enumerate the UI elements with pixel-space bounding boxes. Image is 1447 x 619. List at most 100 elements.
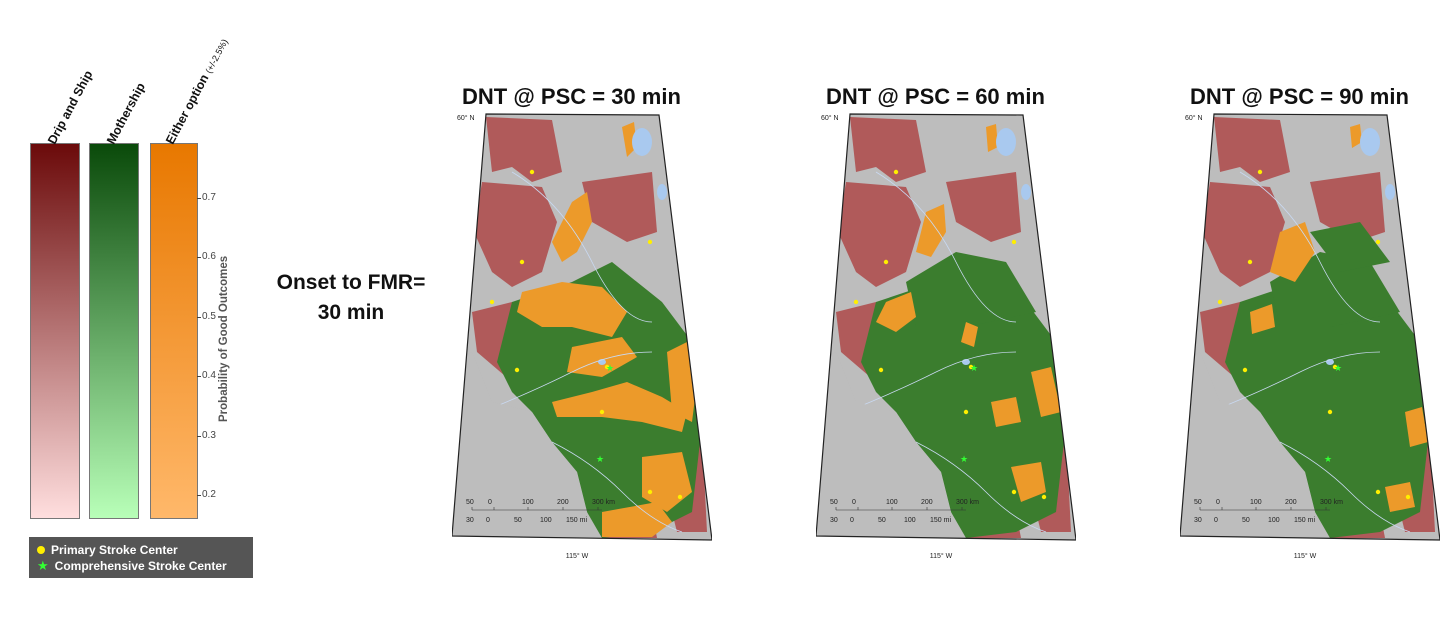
- no-data-area: [452, 352, 592, 540]
- either-option-region: [1350, 124, 1362, 148]
- map-title-60: DNT @ PSC = 60 min: [826, 84, 1045, 109]
- river: [1279, 441, 1411, 533]
- latitude-label: 60° N: [1185, 114, 1203, 122]
- river: [1239, 171, 1381, 323]
- drip-and-ship-region: [1310, 172, 1385, 242]
- primary-stroke-center-dot: [1217, 299, 1223, 305]
- either-option-colorbar: [150, 143, 198, 519]
- primary-stroke-center-dot: [1332, 364, 1338, 370]
- primary-stroke-center-dot: [878, 367, 884, 373]
- map-panel-60: ★ ★ 60° N 115° W 50 0 100 200 300 km 30 0 50 100 150 …: [815, 112, 1077, 572]
- river: [551, 441, 683, 533]
- river: [845, 351, 1017, 413]
- lake: [1360, 128, 1380, 156]
- lake: [678, 145, 690, 169]
- legend-comprehensive-row: ★ Comprehensive Stroke Center: [37, 559, 227, 573]
- scale-km-label: 50: [830, 499, 838, 506]
- scale-km-label: 300 km: [592, 499, 615, 506]
- lake: [1385, 184, 1395, 200]
- tick-label: 0.7: [202, 192, 216, 203]
- no-data-area: [1180, 352, 1320, 540]
- drip-and-ship-region: [582, 172, 657, 242]
- drip-and-ship-label: Drip and Ship: [45, 68, 96, 147]
- lake: [1042, 145, 1054, 169]
- river: [915, 441, 1047, 533]
- primary-stroke-center-dot: [1041, 494, 1047, 500]
- scale-mi-label: 150 mi: [1294, 517, 1315, 524]
- map-svg: ★ ★ 60° N 115° W 50 0 100 200 300 km 30 0 50 100 150 …: [815, 113, 1077, 560]
- primary-stroke-center-dot: [604, 364, 610, 370]
- either-option-region: [961, 322, 978, 347]
- primary-stroke-center-dot: [1011, 489, 1017, 495]
- primary-stroke-center-dot: [1375, 239, 1381, 245]
- tick-label: 0.4: [202, 370, 216, 381]
- primary-stroke-center-dot: [1375, 489, 1381, 495]
- drip-and-ship-region: [486, 117, 562, 182]
- lake: [657, 184, 667, 200]
- river: [481, 351, 653, 413]
- scale-mi-label: 0: [486, 517, 490, 524]
- longitude-label: 115° W: [1294, 552, 1317, 560]
- scale-km-label: 300 km: [1320, 499, 1343, 506]
- mothership-label: Mothership: [104, 80, 148, 147]
- scale-km-label: 50: [466, 499, 474, 506]
- either-option-region: [986, 124, 998, 152]
- primary-stroke-center-dot: [677, 494, 683, 500]
- comprehensive-stroke-center-star: ★: [1334, 363, 1342, 373]
- mothership-colorbar: [89, 143, 139, 519]
- drip-and-ship-region: [1202, 182, 1285, 287]
- map-title-30: DNT @ PSC = 30 min: [462, 84, 681, 109]
- yellow-dot-icon: [37, 546, 45, 554]
- legend-primary-row: Primary Stroke Center: [37, 543, 178, 557]
- marker-legend: Primary Stroke Center ★ Comprehensive St…: [29, 537, 253, 578]
- primary-stroke-center-dot: [529, 169, 535, 175]
- scale-km-label: 300 km: [956, 499, 979, 506]
- legend-comprehensive-label: Comprehensive Stroke Center: [54, 559, 227, 573]
- green-star-icon: ★: [37, 558, 49, 573]
- latitude-label: 60° N: [821, 114, 839, 122]
- longitude-label: 115° W: [566, 552, 589, 560]
- primary-stroke-center-dot: [599, 409, 605, 415]
- lake: [996, 128, 1016, 156]
- primary-stroke-center-dot: [853, 299, 859, 305]
- river: [875, 171, 1017, 323]
- comprehensive-stroke-center-star: ★: [1324, 454, 1332, 464]
- scale-mi-label: 100: [1268, 517, 1280, 524]
- scale-km-label: 100: [886, 499, 898, 506]
- either-option-label: Either option (+/-2.5%): [163, 37, 230, 147]
- comprehensive-stroke-center-star: ★: [606, 363, 614, 373]
- scale-mi-label: 30: [830, 517, 838, 524]
- mothership-region: [1225, 262, 1428, 538]
- scale-mi-label: 150 mi: [566, 517, 587, 524]
- scale-km-label: 100: [1250, 499, 1262, 506]
- primary-stroke-center-dot: [1011, 239, 1017, 245]
- primary-stroke-center-dot: [514, 367, 520, 373]
- map-svg: ★ ★ 60° N 115° W 50 0 100 200 300 km 30 0 50 100 150 …: [451, 113, 713, 560]
- scale-km-label: 0: [488, 499, 492, 506]
- scale-mi-label: 0: [850, 517, 854, 524]
- scale-mi-label: 100: [540, 517, 552, 524]
- latitude-label: 60° N: [457, 114, 475, 122]
- primary-stroke-center-dot: [893, 169, 899, 175]
- scale-mi-label: 30: [466, 517, 474, 524]
- either-option-region: [1405, 407, 1428, 447]
- scale-km-label: 200: [1285, 499, 1297, 506]
- lake: [1406, 145, 1418, 169]
- scale-mi-label: 50: [878, 517, 886, 524]
- scale-km-label: 100: [522, 499, 534, 506]
- map-title-90: DNT @ PSC = 90 min: [1190, 84, 1409, 109]
- scale-mi-label: 50: [514, 517, 522, 524]
- scale-km-label: 50: [1194, 499, 1202, 506]
- primary-stroke-center-dot: [647, 489, 653, 495]
- scale-bar: 50 0 100 200 300 km 30 0 50 100 150 mi: [1194, 499, 1343, 524]
- either-option-region: [602, 502, 672, 537]
- either-option-region: [1250, 304, 1275, 334]
- river: [511, 171, 653, 323]
- either-option-region: [1270, 222, 1315, 282]
- scale-mi-label: 150 mi: [930, 517, 951, 524]
- primary-stroke-center-dot: [647, 239, 653, 245]
- map-panel-30: ★ ★ 60° N 115° W 50 0 100 200 300 km 30 0 50 100 150 …: [451, 112, 713, 572]
- primary-stroke-center-dot: [968, 364, 974, 370]
- primary-stroke-center-dot: [1242, 367, 1248, 373]
- mothership-region: [1310, 222, 1390, 272]
